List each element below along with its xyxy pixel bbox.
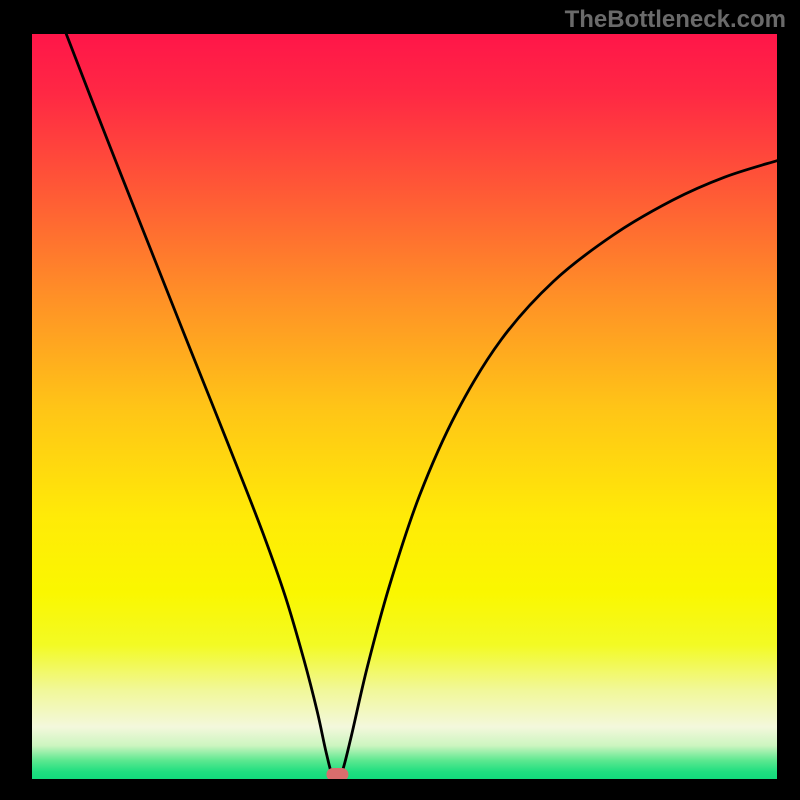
watermark-label: TheBottleneck.com xyxy=(565,6,786,34)
curve-layer xyxy=(32,34,777,779)
bottleneck-curve xyxy=(66,34,777,779)
chart-container: TheBottleneck.com xyxy=(0,0,800,800)
optimal-marker xyxy=(326,768,348,779)
plot-area xyxy=(32,34,777,779)
